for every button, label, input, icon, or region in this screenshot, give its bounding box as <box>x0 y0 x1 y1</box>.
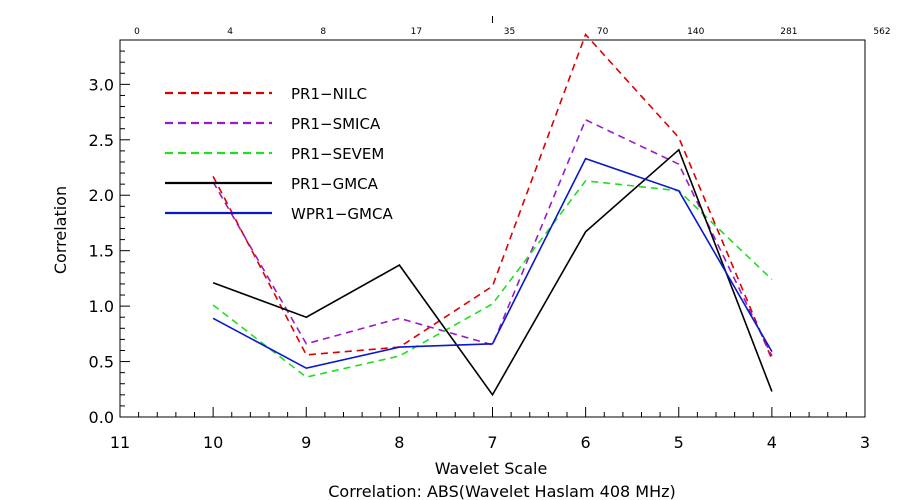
top-tick-label: 70 <box>597 27 609 37</box>
series-line-4 <box>212 148 773 397</box>
y-tick-label: 0.5 <box>89 353 114 372</box>
x-axis-title: Wavelet Scale <box>435 459 548 478</box>
x-tick-label: 5 <box>674 433 684 452</box>
x-tick-label: 7 <box>487 433 497 452</box>
y-axis-title: Correlation <box>51 186 70 274</box>
legend-label: PR1−SMICA <box>291 115 381 133</box>
top-tick-label: 281 <box>780 27 797 37</box>
x-tick-label: 9 <box>301 433 311 452</box>
series-line-2 <box>212 118 773 357</box>
y-tick-label: 3.0 <box>89 75 114 94</box>
x-tick-label: 6 <box>581 433 591 452</box>
legend-label: PR1−SEVEM <box>291 145 384 163</box>
y-tick-label: 0.0 <box>89 408 114 427</box>
y-tick-label: 1.0 <box>89 297 114 316</box>
top-tick-label: 562 <box>873 27 890 37</box>
x-tick-label: 11 <box>110 433 130 452</box>
top-tick-label: 35 <box>504 27 515 37</box>
x-tick-label: 10 <box>203 433 223 452</box>
y-tick-label: 2.5 <box>89 131 114 150</box>
y-tick-label: 2.0 <box>89 186 114 205</box>
top-tick-label: 0 <box>134 27 140 37</box>
legend-label: WPR1−GMCA <box>291 205 393 223</box>
series-line-5 <box>212 157 773 370</box>
x-tick-label: 8 <box>394 433 404 452</box>
top-tick-label: 140 <box>687 27 704 37</box>
chart-caption: Correlation: ABS(Wavelet Haslam 408 MHz) <box>328 482 676 500</box>
top-tick-label: 17 <box>411 27 422 37</box>
series-line-1 <box>212 32 773 360</box>
top-tick-label: 4 <box>227 27 233 37</box>
legend-label: PR1−GMCA <box>291 175 379 193</box>
plot-frame <box>119 39 866 418</box>
x-tick-label: 3 <box>860 433 870 452</box>
x-tick-label: 4 <box>767 433 777 452</box>
legend-label: PR1−NILC <box>291 85 367 103</box>
top-tick-label: 8 <box>320 27 326 37</box>
y-tick-label: 1.5 <box>89 242 114 261</box>
